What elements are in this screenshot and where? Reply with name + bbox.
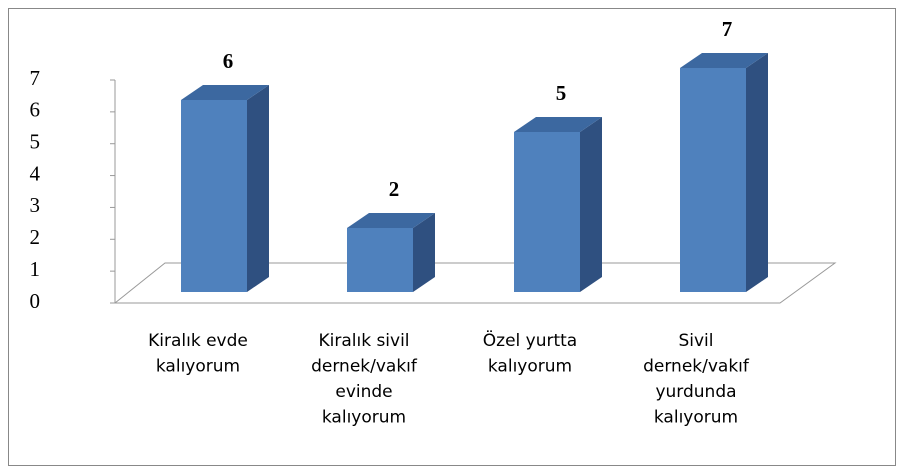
- bar-top: [680, 53, 768, 68]
- y-tick-label: 0: [30, 289, 41, 313]
- y-tick-label: 2: [30, 225, 41, 249]
- bar: [514, 117, 602, 292]
- y-tick-label: 6: [30, 98, 41, 122]
- bar-front: [514, 132, 580, 292]
- y-tick-label: 3: [30, 193, 41, 217]
- data-label: 6: [223, 49, 234, 73]
- bar-front: [347, 228, 413, 292]
- bar: [347, 213, 435, 292]
- data-label: 2: [389, 177, 400, 201]
- x-tick-label: Kiralık sivil dernek/vakıf evinde kalıyorum: [311, 331, 418, 428]
- floor: [113, 262, 837, 304]
- x-tick-label: Kiralık evde kalıyorum: [148, 331, 248, 377]
- bar-front: [680, 68, 746, 292]
- y-tick-label: 4: [30, 161, 41, 185]
- y-tick-label: 5: [30, 130, 41, 154]
- bar-top: [181, 85, 269, 100]
- bar: [181, 85, 269, 292]
- data-label: 5: [556, 81, 567, 105]
- data-label: 7: [722, 17, 733, 41]
- y-tick-label: 1: [30, 257, 41, 281]
- x-tick-label: Özel yurtta kalıyorum: [483, 329, 577, 377]
- x-tick-label: Sivil dernek/vakıf yurdunda kalıyorum: [643, 331, 750, 428]
- bar-front: [181, 100, 247, 292]
- y-tick-label: 7: [30, 66, 41, 90]
- bar-side: [413, 213, 435, 292]
- bar-side: [247, 85, 269, 292]
- bar-side: [746, 53, 768, 292]
- bar-top: [514, 117, 602, 132]
- bar-top: [347, 213, 435, 228]
- bar: [680, 53, 768, 292]
- bar-side: [580, 117, 602, 292]
